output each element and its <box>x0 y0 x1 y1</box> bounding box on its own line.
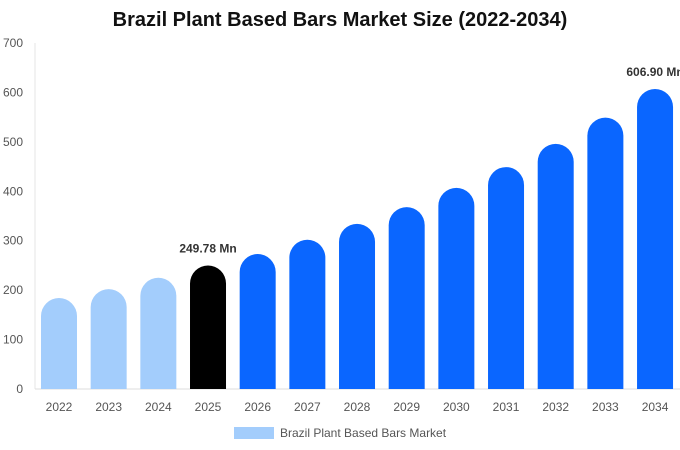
bar-2030 <box>438 187 475 389</box>
data-label: 249.78 Mn <box>179 242 236 256</box>
x-tick-label: 2024 <box>145 400 172 414</box>
y-tick-label: 100 <box>3 333 23 347</box>
bar-2024 <box>140 277 177 389</box>
x-tick-label: 2025 <box>195 400 222 414</box>
bar-2033 <box>587 117 624 389</box>
x-tick-label: 2027 <box>294 400 321 414</box>
legend-swatch <box>234 427 274 439</box>
bar-2028 <box>339 223 376 389</box>
bar-2026 <box>239 254 276 389</box>
y-tick-label: 500 <box>3 135 23 149</box>
y-tick-label: 0 <box>16 382 23 396</box>
bar-2032 <box>537 143 574 389</box>
bar-2025 <box>190 265 227 389</box>
bar-2027 <box>289 239 326 389</box>
y-tick-label: 700 <box>3 36 23 50</box>
data-label: 606.90 Mn <box>626 65 680 79</box>
x-tick-label: 2032 <box>542 400 569 414</box>
x-tick-label: 2030 <box>443 400 470 414</box>
legend: Brazil Plant Based Bars Market <box>234 426 446 440</box>
x-tick-label: 2031 <box>493 400 520 414</box>
y-tick-label: 300 <box>3 234 23 248</box>
bar-2022 <box>41 298 77 389</box>
y-tick-label: 200 <box>3 283 23 297</box>
x-tick-label: 2023 <box>95 400 122 414</box>
x-tick-label: 2034 <box>642 400 669 414</box>
x-tick-label: 2028 <box>344 400 371 414</box>
bar-2023 <box>90 289 127 389</box>
bar-2029 <box>388 207 425 389</box>
legend-label: Brazil Plant Based Bars Market <box>280 426 447 440</box>
y-tick-label: 400 <box>3 184 23 198</box>
x-tick-label: 2033 <box>592 400 619 414</box>
y-tick-label: 600 <box>3 85 23 99</box>
bar-chart: 0 100 200 300 400 500 600 700 2022 2023 2024 2025 24… <box>3 36 680 414</box>
x-tick-label: 2022 <box>46 400 73 414</box>
bar-2034 <box>637 89 674 389</box>
chart-title: Brazil Plant Based Bars Market Size (202… <box>112 9 568 31</box>
x-tick-label: 2026 <box>244 400 271 414</box>
bar-2031 <box>488 167 525 389</box>
x-tick-label: 2029 <box>393 400 420 414</box>
